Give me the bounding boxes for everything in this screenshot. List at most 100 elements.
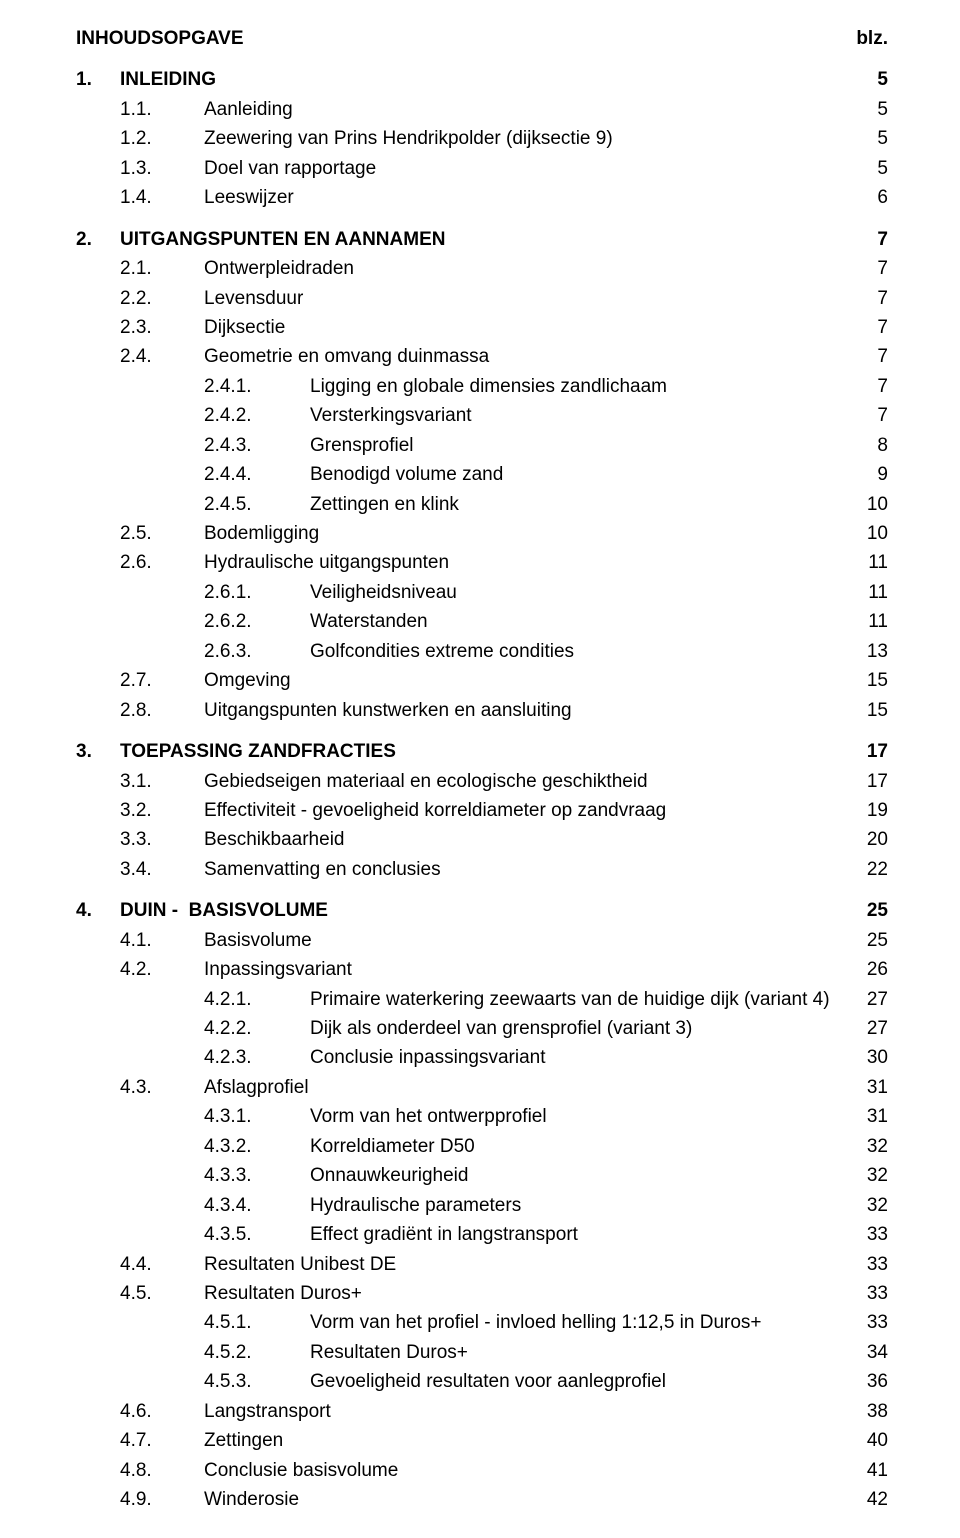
- toc-page: INHOUDSOPGAVE blz. 1.INLEIDING51.1.Aanle…: [0, 0, 960, 1538]
- toc-entry-number: 2.4.5.: [76, 490, 310, 519]
- toc-entry: 2.8.Uitgangspunten kunstwerken en aanslu…: [76, 696, 888, 725]
- toc-entry: 2.4.5.Zettingen en klink10: [76, 490, 888, 519]
- toc-entry-page: 32: [851, 1191, 888, 1220]
- toc-gap: [76, 213, 888, 225]
- toc-entry-left: 4.5.3.Gevoeligheid resultaten voor aanle…: [76, 1367, 851, 1396]
- toc-entry-number: 4.8.: [76, 1456, 204, 1485]
- toc-entry-number: 4.3.: [76, 1073, 204, 1102]
- toc-entry: 4.3.4.Hydraulische parameters32: [76, 1191, 888, 1220]
- toc-gap: [76, 53, 888, 65]
- toc-entry-title: Zettingen: [204, 1426, 851, 1455]
- toc-entry-number: 2.4.1.: [76, 372, 310, 401]
- toc-entry-number: 3.2.: [76, 796, 204, 825]
- toc-entry: 4.9.Winderosie42: [76, 1485, 888, 1514]
- toc-entry: 2.UITGANGSPUNTEN EN AANNAMEN7: [76, 225, 888, 254]
- toc-entry: 4.2.1.Primaire waterkering zeewaarts van…: [76, 985, 888, 1014]
- toc-entry-number: 4.5.1.: [76, 1308, 310, 1337]
- toc-entry: 4.2.2.Dijk als onderdeel van grensprofie…: [76, 1014, 888, 1043]
- toc-entry-left: 1.2.Zeewering van Prins Hendrikpolder (d…: [76, 124, 861, 153]
- toc-entry-number: 2.6.2.: [76, 607, 310, 636]
- toc-entry-page: 31: [851, 1102, 888, 1131]
- toc-entry-page: 10: [851, 490, 888, 519]
- toc-entry-page: 41: [851, 1456, 888, 1485]
- toc-header-right: blz.: [840, 24, 888, 53]
- toc-entry-title: Uitgangspunten kunstwerken en aansluitin…: [204, 696, 851, 725]
- toc-entry-page: 9: [861, 460, 888, 489]
- toc-entry-page: 19: [851, 796, 888, 825]
- toc-entry: 2.5.Bodemligging10: [76, 519, 888, 548]
- toc-entry: 4.DUIN - BASISVOLUME25: [76, 896, 888, 925]
- toc-entry-left: 1.3.Doel van rapportage: [76, 154, 861, 183]
- toc-entry-title: Vorm van het ontwerpprofiel: [310, 1102, 851, 1131]
- toc-entry-title: Resultaten Duros+: [204, 1279, 851, 1308]
- toc-entry-left: 4.5.1.Vorm van het profiel - invloed hel…: [76, 1308, 851, 1337]
- toc-entry-title: Dijksectie: [204, 313, 861, 342]
- toc-entry-title: Waterstanden: [310, 607, 852, 636]
- toc-entry-number: 4.6.: [76, 1397, 204, 1426]
- toc-entry: 1.INLEIDING5: [76, 65, 888, 94]
- toc-entry-title: Ontwerpleidraden: [204, 254, 861, 283]
- toc-entry-page: 8: [861, 431, 888, 460]
- toc-entry-left: 4.5.2.Resultaten Duros+: [76, 1338, 851, 1367]
- toc-entry-number: 2.4.4.: [76, 460, 310, 489]
- toc-entry: 1.3.Doel van rapportage5: [76, 154, 888, 183]
- toc-entry: 4.7.Zettingen40: [76, 1426, 888, 1455]
- toc-entry-page: 25: [851, 926, 888, 955]
- toc-entry-number: 2.6.: [76, 548, 204, 577]
- toc-entry-number: 4.2.1.: [76, 985, 310, 1014]
- toc-entry-number: 3.4.: [76, 855, 204, 884]
- toc-entry-page: 7: [861, 313, 888, 342]
- toc-entry-title: TOEPASSING ZANDFRACTIES: [120, 737, 851, 766]
- toc-entry: 4.2.3.Conclusie inpassingsvariant30: [76, 1043, 888, 1072]
- toc-entry-number: 4.3.1.: [76, 1102, 310, 1131]
- toc-entry-left: 4.1.Basisvolume: [76, 926, 851, 955]
- toc-entry-page: 11: [852, 607, 888, 636]
- toc-entry-title: Onnauwkeurigheid: [310, 1161, 851, 1190]
- toc-entry: 2.6.1.Veiligheidsniveau11: [76, 578, 888, 607]
- toc-entry-page: 7: [861, 225, 888, 254]
- toc-entry: 2.3.Dijksectie7: [76, 313, 888, 342]
- toc-entry-title: Samenvatting en conclusies: [204, 855, 851, 884]
- toc-entry-page: 30: [851, 1043, 888, 1072]
- toc-entry-title: Ligging en globale dimensies zandlichaam: [310, 372, 861, 401]
- toc-entry-page: 32: [851, 1132, 888, 1161]
- toc-entry-page: 36: [851, 1367, 888, 1396]
- toc-entry-left: 4.3.1.Vorm van het ontwerpprofiel: [76, 1102, 851, 1131]
- toc-entry-page: 33: [851, 1279, 888, 1308]
- toc-entry-title: Bodemligging: [204, 519, 851, 548]
- toc-entry-number: 3.: [76, 737, 120, 766]
- toc-entry-left: 3.4.Samenvatting en conclusies: [76, 855, 851, 884]
- toc-entry-left: 2.6.1.Veiligheidsniveau: [76, 578, 852, 607]
- toc-entry-number: 2.6.1.: [76, 578, 310, 607]
- toc-entry-title: Afslagprofiel: [204, 1073, 851, 1102]
- toc-entry: 1.2.Zeewering van Prins Hendrikpolder (d…: [76, 124, 888, 153]
- toc-entry-title: Grensprofiel: [310, 431, 861, 460]
- toc-entry-number: 4.2.2.: [76, 1014, 310, 1043]
- toc-entry-page: 11: [852, 578, 888, 607]
- toc-entry-title: Benodigd volume zand: [310, 460, 861, 489]
- toc-body: 1.INLEIDING51.1.Aanleiding51.2.Zeewering…: [76, 53, 888, 1514]
- toc-entry-title: Inpassingsvariant: [204, 955, 851, 984]
- toc-entry-left: 2.5.Bodemligging: [76, 519, 851, 548]
- toc-entry: 2.4.Geometrie en omvang duinmassa7: [76, 342, 888, 371]
- toc-entry-left: 2.4.3.Grensprofiel: [76, 431, 861, 460]
- toc-entry-title: Effect gradiënt in langstransport: [310, 1220, 851, 1249]
- toc-entry-page: 5: [861, 154, 888, 183]
- toc-entry-title: Resultaten Unibest DE: [204, 1250, 851, 1279]
- toc-entry-page: 11: [852, 548, 888, 577]
- toc-entry-number: 4.5.2.: [76, 1338, 310, 1367]
- toc-entry-page: 31: [851, 1073, 888, 1102]
- toc-entry: 4.5.Resultaten Duros+33: [76, 1279, 888, 1308]
- toc-entry-title: Doel van rapportage: [204, 154, 861, 183]
- toc-entry-title: Aanleiding: [204, 95, 861, 124]
- toc-entry: 4.5.3.Gevoeligheid resultaten voor aanle…: [76, 1367, 888, 1396]
- toc-entry: 1.1.Aanleiding5: [76, 95, 888, 124]
- toc-entry-number: 4.9.: [76, 1485, 204, 1514]
- toc-entry-title: Veiligheidsniveau: [310, 578, 852, 607]
- toc-entry-page: 25: [851, 896, 888, 925]
- toc-entry-title: Basisvolume: [204, 926, 851, 955]
- toc-entry-title: Gevoeligheid resultaten voor aanlegprofi…: [310, 1367, 851, 1396]
- toc-entry-left: 4.7.Zettingen: [76, 1426, 851, 1455]
- toc-entry-title: Versterkingsvariant: [310, 401, 861, 430]
- toc-entry-left: 4.9.Winderosie: [76, 1485, 851, 1514]
